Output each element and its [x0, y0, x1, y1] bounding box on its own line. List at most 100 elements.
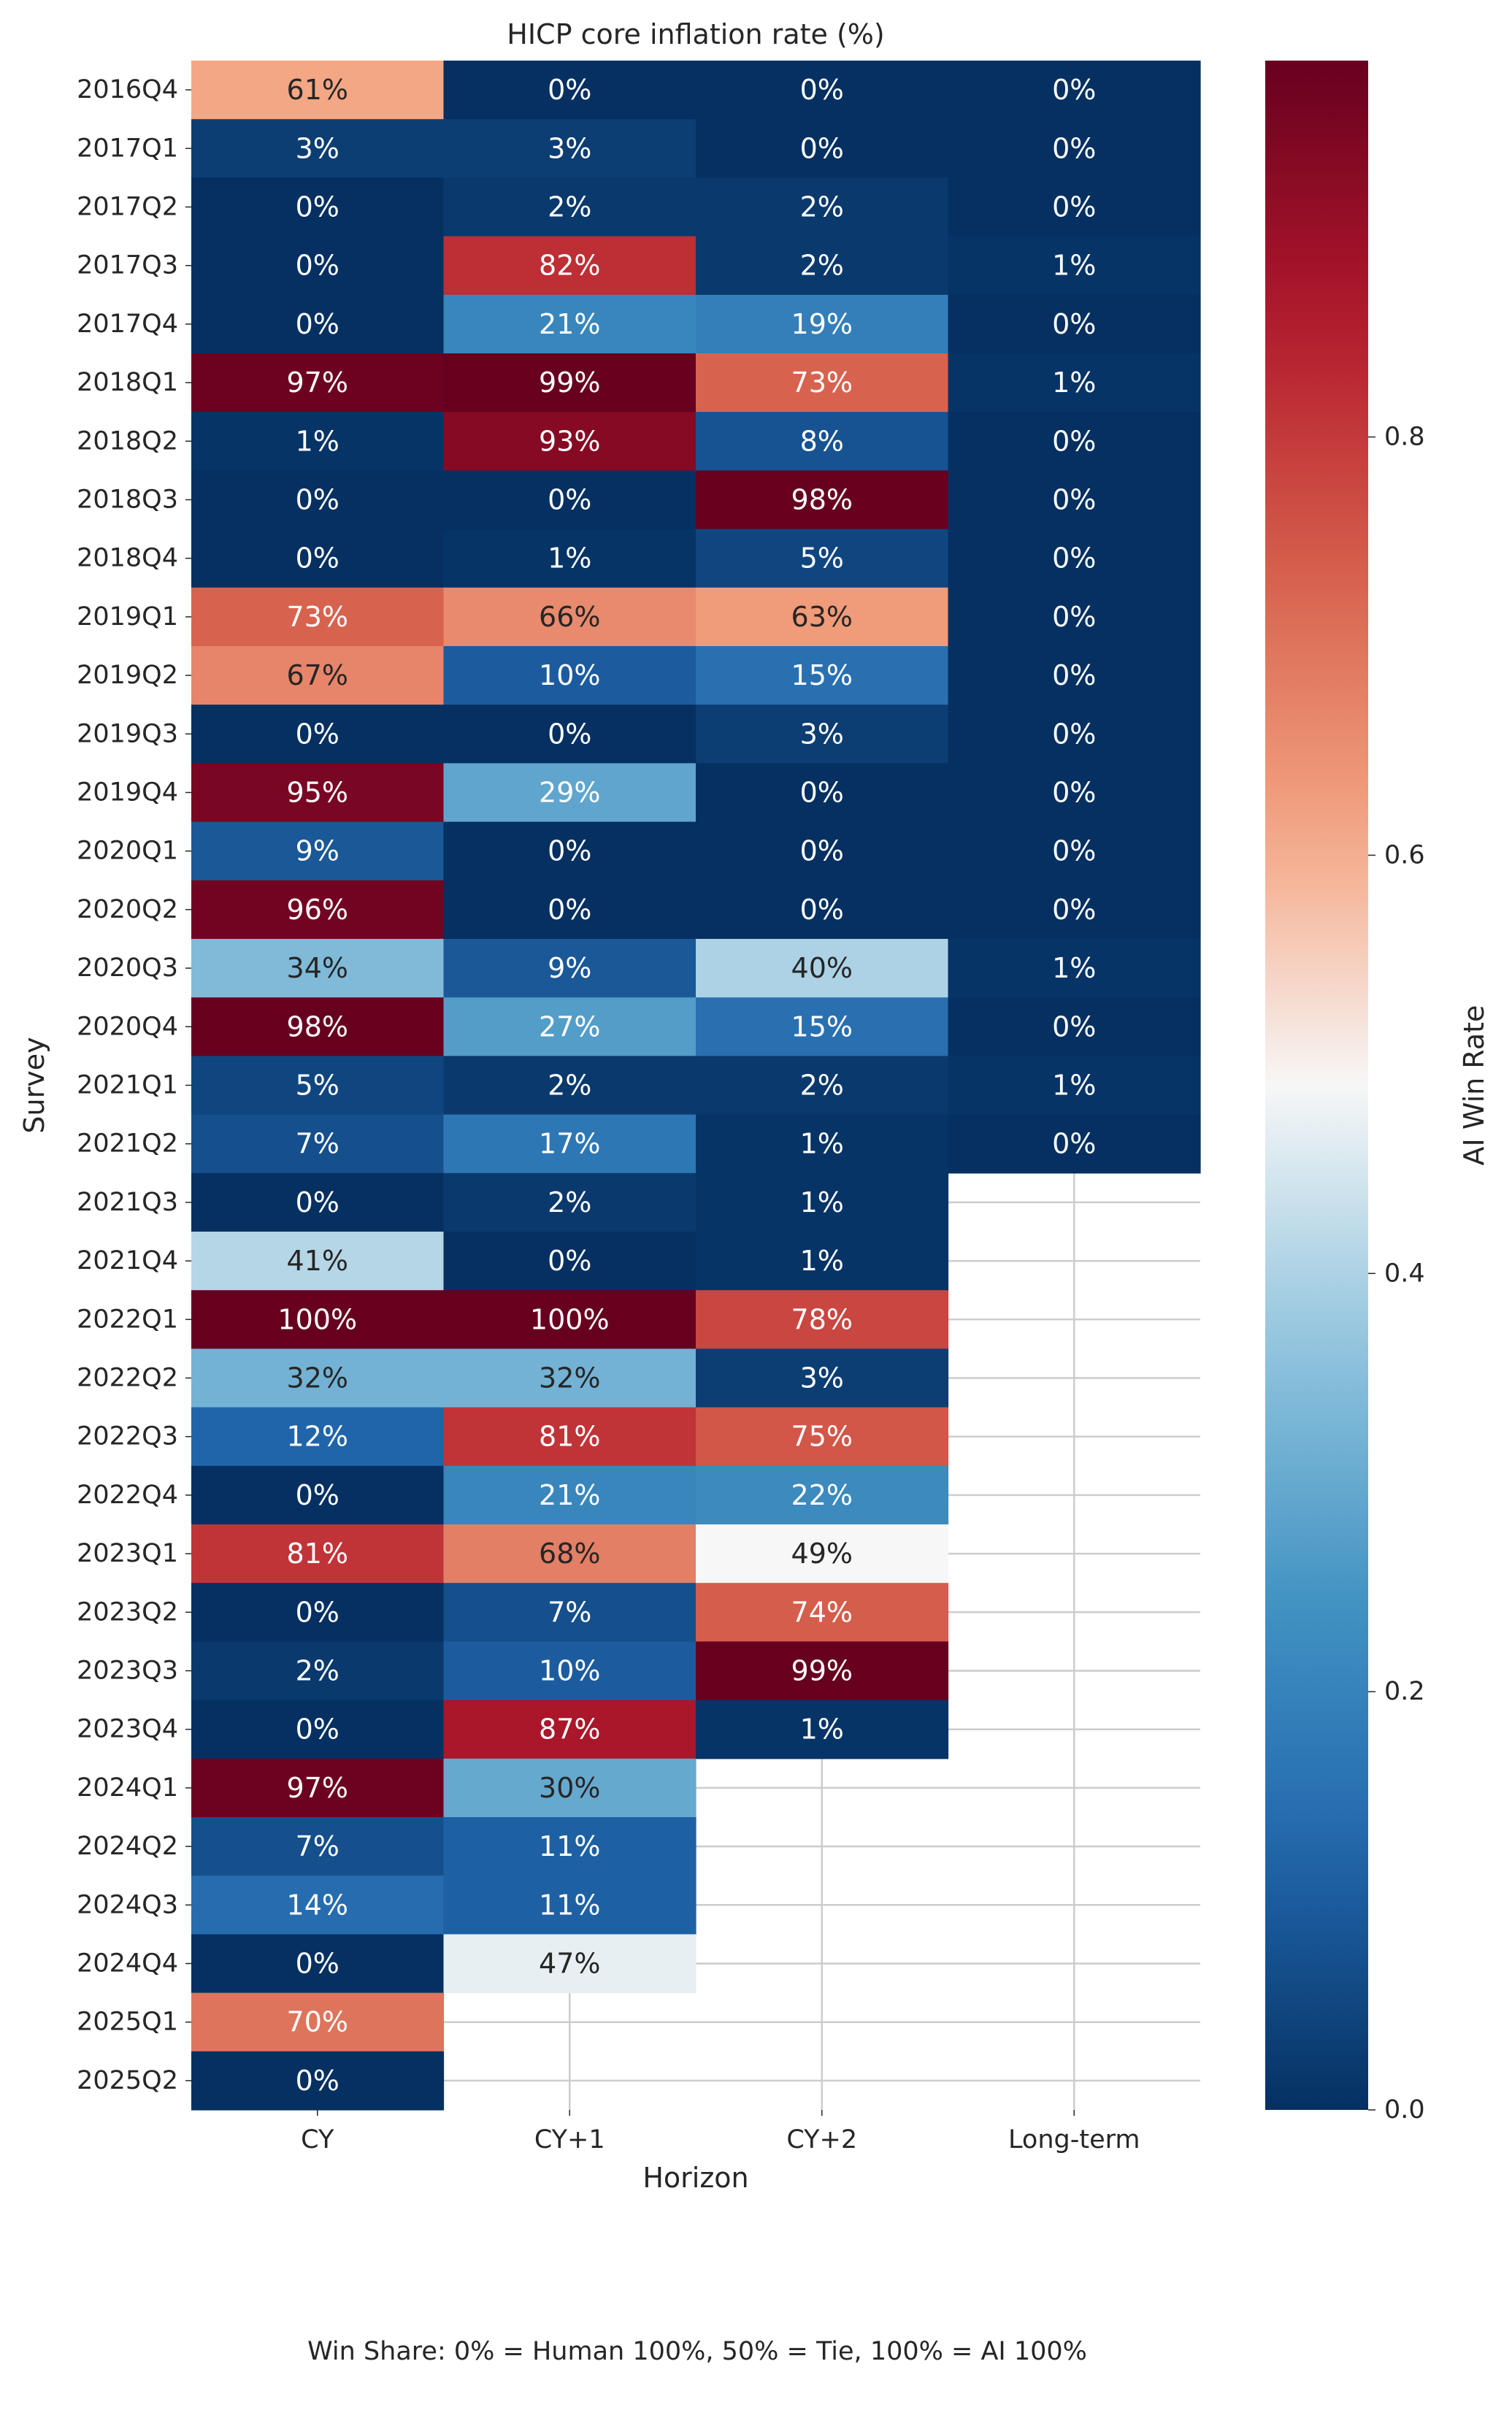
y-tick-label: 2019Q1 — [77, 602, 178, 632]
cell-value-label: 0% — [800, 132, 844, 164]
y-tick-label: 2022Q3 — [77, 1422, 178, 1451]
colorbar-tick-label: 0.2 — [1384, 1677, 1425, 1706]
heatmap-cell — [191, 353, 445, 412]
cell-value-label: 0% — [296, 191, 339, 223]
cell-value-label: 0% — [548, 1245, 591, 1277]
cell-value-label: 0% — [548, 718, 591, 750]
heatmap-cell — [443, 294, 696, 354]
heatmap-cell — [191, 2051, 445, 2111]
cell-value-label: 9% — [548, 952, 591, 984]
heatmap-cell — [191, 470, 445, 530]
heatmap-cell — [696, 1290, 949, 1349]
cell-value-label: 0% — [1052, 74, 1096, 106]
cell-value-label: 97% — [287, 1772, 348, 1804]
heatmap-cell — [443, 1524, 696, 1584]
heatmap-cell — [443, 1641, 696, 1701]
cell-value-label: 10% — [539, 1655, 600, 1687]
y-tick-label: 2019Q3 — [77, 719, 178, 748]
colorbar-tick-label: 0.0 — [1384, 2095, 1425, 2125]
y-tick-label: 2022Q2 — [77, 1364, 178, 1393]
heatmap-cell — [948, 177, 1201, 237]
colorbar-tick-label: 0.8 — [1384, 423, 1425, 452]
cell-value-label: 93% — [539, 425, 600, 457]
heatmap-cell — [443, 236, 696, 296]
y-tick-label: 2025Q1 — [77, 2008, 178, 2037]
y-tick-label: 2017Q4 — [77, 310, 178, 339]
cell-value-label: 49% — [791, 1538, 853, 1570]
cell-value-label: 11% — [539, 1889, 600, 1921]
cell-value-label: 0% — [296, 542, 339, 575]
cell-value-label: 0% — [800, 777, 844, 809]
heatmap-cell — [696, 1641, 949, 1701]
cell-value-label: 74% — [791, 1596, 853, 1628]
heatmap-cell — [443, 1407, 696, 1467]
heatmap-cell — [696, 529, 949, 588]
heatmap-cell — [948, 294, 1201, 354]
heatmap-cell — [191, 1465, 445, 1525]
cell-value-label: 2% — [800, 250, 844, 282]
cell-value-label: 78% — [791, 1303, 853, 1335]
cell-value-label: 14% — [287, 1889, 348, 1921]
heatmap-cell — [948, 821, 1201, 881]
y-tick-label: 2023Q2 — [77, 1597, 178, 1627]
heatmap-cell — [191, 1641, 445, 1701]
cell-value-label: 0% — [1052, 191, 1096, 223]
cell-value-label: 9% — [296, 835, 339, 867]
cell-value-label: 63% — [791, 601, 853, 633]
heatmap-cell — [191, 1114, 445, 1174]
heatmap-cell — [191, 1817, 445, 1876]
heatmap-cell — [443, 61, 696, 120]
y-tick-label: 2021Q4 — [77, 1246, 178, 1275]
heatmap-cell — [948, 880, 1201, 940]
y-tick-label: 2023Q4 — [77, 1715, 178, 1744]
heatmap-cell — [696, 470, 949, 530]
y-tick-label: 2017Q3 — [77, 251, 178, 280]
cell-value-label: 2% — [548, 1186, 591, 1218]
colorbar-ticks: 0.0 0.2 0.4 0.6 0.8 — [1368, 423, 1425, 2125]
heatmap-cell — [191, 821, 445, 881]
heatmap-cell — [443, 763, 696, 823]
heatmap-cell — [696, 763, 949, 823]
cell-value-label: 0% — [1052, 425, 1096, 457]
heatmap-cell — [443, 705, 696, 764]
cell-value-label: 0% — [548, 835, 591, 867]
cell-value-label: 61% — [287, 74, 348, 106]
heatmap-cell — [696, 1232, 949, 1291]
cell-value-label: 19% — [791, 308, 853, 340]
heatmap-cell — [191, 529, 445, 588]
cell-value-label: 0% — [296, 1479, 339, 1511]
heatmap-cell — [948, 646, 1201, 705]
cell-value-label: 17% — [539, 1128, 600, 1160]
heatmap-cell — [443, 470, 696, 530]
heatmap-cell — [443, 1172, 696, 1232]
cell-value-label: 0% — [1052, 894, 1096, 926]
heatmap-cell — [443, 1232, 696, 1291]
heatmap-cell — [948, 997, 1201, 1056]
x-tick-label: Long-term — [1008, 2125, 1140, 2154]
heatmap-cell — [443, 1056, 696, 1116]
heatmap-cell — [443, 119, 696, 178]
cell-value-label: 98% — [791, 484, 853, 516]
y-tick-label: 2018Q1 — [77, 368, 178, 397]
heatmap-cell — [191, 1992, 445, 2052]
heatmap-cell — [696, 236, 949, 296]
heatmap-cell — [443, 1700, 696, 1759]
y-tick-label: 2017Q1 — [77, 134, 178, 163]
heatmap-cell — [191, 705, 445, 764]
heatmap-cell — [696, 646, 949, 705]
heatmap-cell — [696, 1348, 949, 1408]
x-tick-labels: CY CY+1 CY+2 Long-term — [301, 2110, 1140, 2154]
heatmap-cell — [696, 1700, 949, 1759]
heatmap-cell — [443, 353, 696, 412]
heatmap-cell — [948, 587, 1201, 647]
cell-value-label: 0% — [1052, 718, 1096, 750]
cell-value-label: 0% — [1052, 1128, 1096, 1160]
heatmap-cell — [696, 939, 949, 998]
y-tick-label: 2021Q3 — [77, 1188, 178, 1217]
cell-value-label: 67% — [287, 659, 348, 691]
cell-value-label: 0% — [1052, 777, 1096, 809]
heatmap-cell — [696, 353, 949, 412]
cell-value-label: 100% — [530, 1303, 610, 1335]
y-tick-label: 2018Q4 — [77, 544, 178, 573]
